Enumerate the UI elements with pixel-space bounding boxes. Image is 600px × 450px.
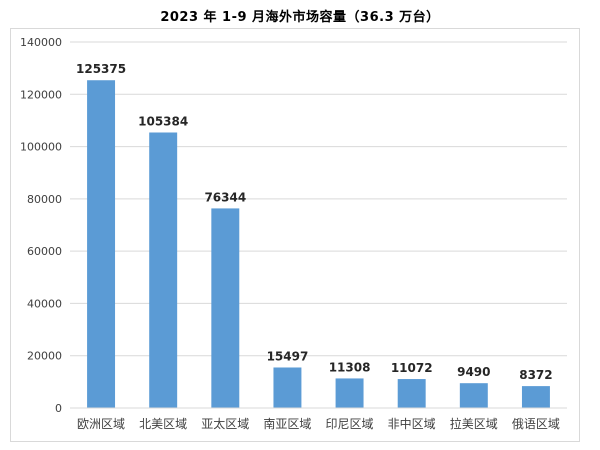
chart-title: 2023 年 1-9 月海外市场容量（36.3 万台） — [160, 10, 440, 25]
y-tick-label: 40000 — [27, 297, 62, 310]
bar — [459, 383, 488, 408]
data-label: 76344 — [204, 190, 246, 204]
x-category-label: 欧洲区域 — [77, 417, 125, 431]
x-axis-categories: 欧洲区域 北美区域 亚太区域 南亚区域 印尼区域 非中区域 拉美区域 俄语区域 — [77, 416, 560, 431]
bar — [335, 378, 364, 408]
y-tick-label: 140000 — [20, 36, 62, 49]
y-tick-label: 20000 — [27, 350, 62, 363]
x-category-label: 印尼区域 — [326, 417, 374, 431]
bar — [87, 80, 116, 409]
y-tick-label: 0 — [55, 402, 62, 415]
x-category-label: 亚太区域 — [201, 416, 249, 431]
bar — [211, 208, 240, 408]
x-category-label: 俄语区域 — [512, 417, 560, 431]
data-label: 9490 — [457, 365, 490, 379]
x-category-label: 拉美区域 — [450, 416, 498, 431]
bar — [521, 386, 550, 408]
y-tick-label: 120000 — [20, 88, 62, 101]
data-label: 15497 — [267, 349, 309, 363]
bar — [397, 379, 426, 408]
chart-frame — [10, 28, 580, 442]
x-category-label: 南亚区域 — [263, 416, 311, 431]
data-label: 8372 — [519, 368, 552, 382]
gridlines — [70, 41, 567, 357]
y-tick-label: 100000 — [20, 141, 62, 154]
y-axis-ticks: 0 20000 40000 60000 80000 100000 120000 140000 — [20, 36, 62, 415]
data-labels: 125375 105384 76344 15497 11308 11072 9490 8372 — [76, 62, 553, 382]
x-category-label: 北美区域 — [139, 417, 187, 431]
bar — [273, 367, 302, 408]
y-tick-label: 60000 — [27, 245, 62, 258]
y-tick-label: 80000 — [27, 193, 62, 206]
x-category-label: 非中区域 — [388, 416, 436, 431]
data-label: 125375 — [76, 62, 126, 76]
data-label: 11072 — [391, 361, 433, 375]
bars — [87, 80, 550, 409]
data-label: 11308 — [329, 360, 371, 374]
bar — [149, 132, 178, 409]
data-label: 105384 — [138, 114, 188, 128]
